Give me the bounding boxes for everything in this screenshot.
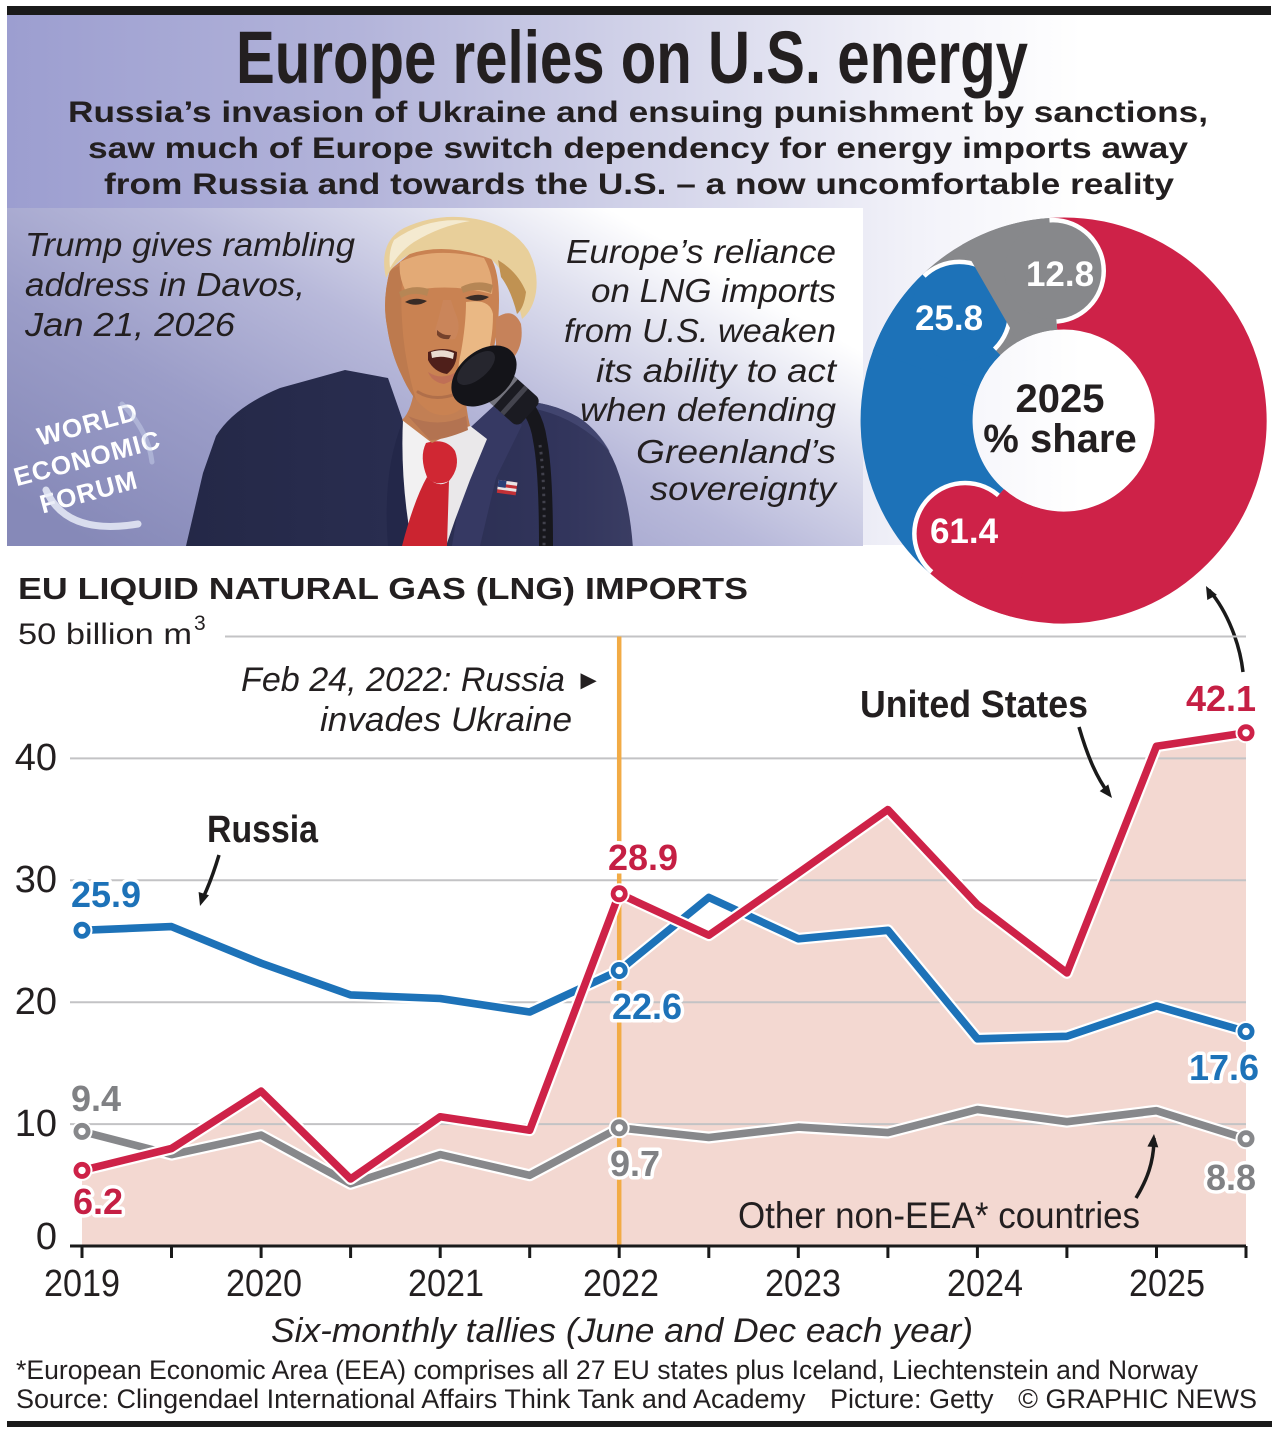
svg-text:saw much of Europe switch depe: saw much of Europe switch dependency for… [88,132,1188,165]
svg-text:2019: 2019 [44,1263,120,1305]
svg-text:Europe’s reliance: Europe’s reliance [566,233,836,270]
svg-text:2020: 2020 [226,1263,302,1305]
svg-text:25.9: 25.9 [71,874,141,915]
svg-text:2023: 2023 [765,1263,841,1305]
svg-text:Trump gives rambling: Trump gives rambling [25,226,356,263]
svg-text:8.8: 8.8 [1206,1157,1256,1198]
svg-text:2021: 2021 [408,1263,484,1305]
svg-text:2025: 2025 [1129,1263,1205,1305]
svg-text:when defending: when defending [580,391,837,428]
svg-text:9.4: 9.4 [71,1078,121,1119]
svg-text:22.6: 22.6 [612,986,682,1027]
svg-text:United States: United States [860,684,1088,726]
svg-text:from Russia and towards the U.: from Russia and towards the U.S. – a now… [104,168,1174,201]
svg-text:2024: 2024 [947,1263,1023,1305]
svg-text:6.2: 6.2 [73,1181,123,1222]
svg-text:50 billion m: 50 billion m [18,618,192,651]
svg-text:from U.S. weaken: from U.S. weaken [564,312,836,349]
svg-text:42.1: 42.1 [1186,678,1256,719]
svg-text:Feb 24, 2022: Russia: Feb 24, 2022: Russia [241,661,565,699]
svg-text:© GRAPHIC NEWS: © GRAPHIC NEWS [1018,1384,1257,1414]
svg-text:on LNG imports: on LNG imports [591,272,836,309]
svg-text:Jan 21, 2026: Jan 21, 2026 [24,306,236,343]
svg-text:Other non-EEA* countries: Other non-EEA* countries [738,1195,1140,1236]
svg-text:25.8: 25.8 [915,299,983,338]
svg-text:►: ► [575,665,602,695]
svg-text:Six-monthly tallies (June and: Six-monthly tallies (June and Dec each y… [271,1312,973,1350]
svg-text:9.7: 9.7 [610,1143,660,1184]
svg-text:2022: 2022 [583,1263,659,1305]
svg-text:sovereignty: sovereignty [650,470,839,507]
svg-text:30: 30 [15,859,57,901]
svg-text:2025: 2025 [1016,377,1105,421]
svg-text:40: 40 [15,737,57,779]
svg-text:28.9: 28.9 [608,837,678,878]
svg-text:Picture: Getty: Picture: Getty [830,1384,994,1414]
svg-text:address in Davos,: address in Davos, [25,266,305,303]
svg-text:Russia: Russia [207,809,319,851]
svg-text:17.6: 17.6 [1189,1047,1259,1088]
svg-text:*European Economic Area (EEA): *European Economic Area (EEA) comprises … [16,1355,1198,1385]
svg-text:EU LIQUID NATURAL GAS (LNG) IM: EU LIQUID NATURAL GAS (LNG) IMPORTS [18,571,748,606]
svg-text:invades Ukraine: invades Ukraine [320,701,572,739]
svg-text:20: 20 [15,981,57,1023]
svg-text:Source: Clingendael Internatio: Source: Clingendael International Affair… [16,1384,806,1414]
svg-text:12.8: 12.8 [1026,255,1094,294]
svg-text:61.4: 61.4 [930,512,999,551]
svg-text:Russia’s invasion of Ukraine a: Russia’s invasion of Ukraine and ensuing… [68,96,1208,129]
svg-text:its ability to act: its ability to act [596,352,838,389]
svg-text:% share: % share [983,417,1136,461]
svg-text:0: 0 [36,1216,57,1258]
svg-text:3: 3 [194,612,206,635]
svg-text:Europe relies on U.S. energy: Europe relies on U.S. energy [236,16,1028,99]
svg-text:10: 10 [15,1103,57,1145]
svg-text:Greenland’s: Greenland’s [636,433,836,470]
